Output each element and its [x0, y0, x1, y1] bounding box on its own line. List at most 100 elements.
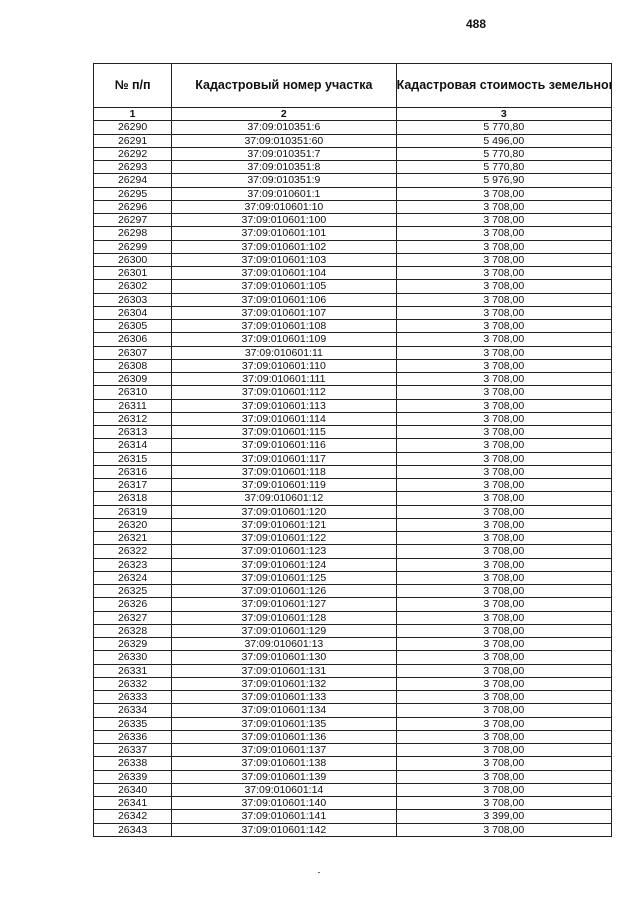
cadastral-number: 37:09:010601:125 [171, 570, 397, 586]
row-number: 26320 [92, 517, 173, 533]
cadastral-number: 37:09:010601:114 [171, 411, 397, 427]
row-number: 26313 [92, 424, 173, 440]
cadastral-number: 37:09:010601:134 [171, 703, 397, 718]
cadastral-number: 37:09:010601:137 [171, 742, 397, 758]
cadastral-number: 37:09:010601:107 [171, 305, 397, 321]
table-row: 26299 37:09:010601:102 3 708,00 [92, 239, 613, 254]
table-row: 26334 37:09:010601:134 3 708,00 [92, 703, 613, 718]
cadastral-number: 37:09:010601:129 [171, 623, 397, 639]
cadastral-value: 5 496,00 [395, 133, 613, 148]
table-row: 26327 37:09:010601:128 3 708,00 [92, 610, 613, 625]
row-number: 26299 [92, 239, 173, 254]
cadastral-value: 3 708,00 [395, 570, 613, 586]
table-row: 26324 37:09:010601:125 3 708,00 [92, 570, 613, 586]
cadastral-value: 3 708,00 [395, 226, 613, 241]
cadastral-value: 3 708,00 [395, 398, 613, 413]
cadastral-value: 3 708,00 [395, 676, 613, 692]
row-number: 26294 [92, 173, 173, 188]
table-row: 26304 37:09:010601:107 3 708,00 [92, 305, 613, 321]
cadastral-value: 3 708,00 [395, 716, 613, 731]
cadastral-number: 37:09:010601:101 [171, 226, 397, 241]
cadastral-value: 3 708,00 [395, 795, 613, 811]
cadastral-value: 3 708,00 [395, 703, 613, 718]
cadastral-value: 3 708,00 [395, 769, 613, 784]
row-number: 26322 [92, 544, 173, 559]
row-number: 26332 [92, 676, 173, 692]
row-number: 26327 [92, 610, 173, 625]
header-cadastral-number: Кадастровый номер участка [171, 63, 397, 108]
row-number: 26328 [92, 623, 173, 639]
row-number: 26291 [92, 133, 173, 148]
cadastral-number: 37:09:010601:108 [171, 318, 397, 334]
table-row: 26333 37:09:010601:133 3 708,00 [92, 689, 613, 705]
row-number: 26329 [92, 636, 173, 652]
row-number: 26300 [92, 252, 173, 268]
cadastral-number: 37:09:010601:120 [171, 504, 397, 519]
cadastral-value: 3 708,00 [395, 332, 613, 347]
cadastral-value: 3 708,00 [395, 756, 613, 771]
cadastral-value: 3 708,00 [395, 305, 613, 321]
cadastral-number: 37:09:010351:60 [171, 133, 397, 148]
cadastral-number: 37:09:010601:130 [171, 650, 397, 665]
row-number: 26292 [92, 146, 173, 162]
cadastral-number: 37:09:010601:136 [171, 729, 397, 745]
table-row: 26315 37:09:010601:117 3 708,00 [92, 451, 613, 466]
table-row: 26331 37:09:010601:131 3 708,00 [92, 663, 613, 678]
table-row: 26302 37:09:010601:105 3 708,00 [92, 279, 613, 294]
row-number: 26337 [92, 742, 173, 758]
cadastral-number: 37:09:010601:112 [171, 385, 397, 400]
cadastral-number: 37:09:010601:102 [171, 239, 397, 254]
cadastral-number: 37:09:010601:13 [171, 636, 397, 652]
cadastral-number: 37:09:010351:6 [171, 120, 397, 135]
cadastral-value: 3 708,00 [395, 279, 613, 294]
cadastral-number: 37:09:010601:116 [171, 438, 397, 453]
row-number: 26325 [92, 583, 173, 599]
cadastral-value: 5 770,80 [395, 146, 613, 162]
row-number: 26341 [92, 795, 173, 811]
cadastral-value: 3 708,00 [395, 199, 613, 215]
cadastral-number: 37:09:010601:138 [171, 756, 397, 771]
table-row: 26336 37:09:010601:136 3 708,00 [92, 729, 613, 745]
cadastral-value: 3 708,00 [395, 252, 613, 268]
cadastral-value: 3 708,00 [395, 517, 613, 533]
cadastral-value: 3 708,00 [395, 822, 613, 837]
cadastral-number: 37:09:010351:8 [171, 159, 397, 175]
row-number: 26301 [92, 265, 173, 281]
cadastral-value: 5 976,90 [395, 173, 613, 188]
row-number: 26317 [92, 477, 173, 493]
cadastral-value: 3 708,00 [395, 212, 613, 228]
cadastral-number: 37:09:010601:117 [171, 451, 397, 466]
cadastral-number: 37:09:010601:115 [171, 424, 397, 440]
cadastral-value: 3 708,00 [395, 385, 613, 400]
row-number: 26310 [92, 385, 173, 400]
cadastral-value: 3 708,00 [395, 438, 613, 453]
row-number: 26312 [92, 411, 173, 427]
cadastral-value: 3 708,00 [395, 636, 613, 652]
cadastral-value: 3 708,00 [395, 557, 613, 572]
column-index-row: 1 2 3 [92, 106, 613, 122]
table-row: 26328 37:09:010601:129 3 708,00 [92, 623, 613, 639]
table-row: 26323 37:09:010601:124 3 708,00 [92, 557, 613, 572]
row-number: 26338 [92, 756, 173, 771]
table-row: 26342 37:09:010601:141 3 399,00 [92, 809, 613, 824]
cadastral-value: 3 708,00 [395, 583, 613, 599]
row-number: 26309 [92, 371, 173, 387]
table-row: 26310 37:09:010601:112 3 708,00 [92, 385, 613, 400]
row-number: 26335 [92, 716, 173, 731]
table-row: 26291 37:09:010351:60 5 496,00 [92, 133, 613, 148]
row-number: 26319 [92, 504, 173, 519]
cadastral-number: 37:09:010601:1 [171, 186, 397, 201]
cadastral-value: 3 708,00 [395, 491, 613, 506]
table-row: 26312 37:09:010601:114 3 708,00 [92, 411, 613, 427]
cadastral-table: № п/п Кадастровый номер участка Кадастро… [92, 63, 613, 837]
table-row: 26317 37:09:010601:119 3 708,00 [92, 477, 613, 493]
cadastral-value: 3 708,00 [395, 239, 613, 254]
table-row: 26306 37:09:010601:109 3 708,00 [92, 332, 613, 347]
cadastral-number: 37:09:010601:106 [171, 292, 397, 307]
cadastral-value: 3 708,00 [395, 464, 613, 480]
cadastral-number: 37:09:010601:100 [171, 212, 397, 228]
cadastral-number: 37:09:010601:122 [171, 530, 397, 546]
cadastral-number: 37:09:010601:141 [171, 809, 397, 824]
row-number: 26295 [92, 186, 173, 201]
table-row: 26314 37:09:010601:116 3 708,00 [92, 438, 613, 453]
